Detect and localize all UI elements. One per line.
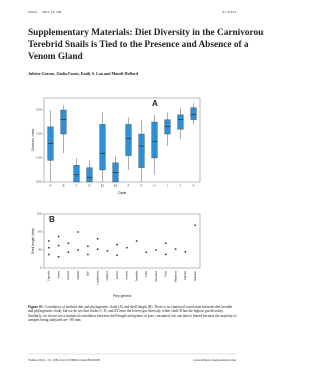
point (174, 248, 177, 251)
point (47, 253, 50, 256)
x-tick-label: Nephtys (105, 270, 109, 280)
point (164, 242, 167, 245)
x-tick-label: H (153, 184, 155, 188)
title-line: Terebrid Snails is Tied to the Presence … (28, 40, 249, 50)
title-line: Venom Gland (28, 52, 84, 62)
box (60, 109, 67, 135)
title-line: Supplementary Materials: Diet Diversity … (28, 28, 264, 38)
x-tick-label: Eunice (115, 270, 119, 278)
journal: Toxins (28, 10, 38, 14)
x-tick-label: Pista (164, 270, 168, 276)
point (86, 245, 89, 248)
x-tick-label: Syllis (144, 270, 148, 277)
x-axis-label: Prey genera (113, 294, 132, 298)
x-tick-label: Lumbrineris (95, 270, 99, 284)
panel-label: B (49, 215, 55, 224)
plot-area (43, 213, 201, 269)
plot-area (43, 97, 201, 183)
x-tick-label: A (50, 184, 52, 188)
box (177, 114, 184, 130)
y-tick-label: 1.00 (36, 156, 42, 160)
x-tick-label: Maldane (193, 270, 197, 281)
figure: 0.00 1.00 2.00 3.00 A B C D E1 E2 F G H I J K A Shannon i… (31, 97, 201, 298)
x-tick-label: Glycera (66, 270, 70, 279)
box (138, 133, 145, 168)
y-tick-label: 3.00 (36, 108, 42, 112)
point (77, 231, 80, 233)
y-axis-label: Shannon index (31, 128, 35, 151)
box (86, 167, 93, 183)
page: Toxins 2021, 13, 108 S1 of S14 Supplemen… (28, 9, 268, 363)
x-tick-label: C (75, 184, 77, 188)
caption-text: Correlation of terebrid diet and phyloge… (28, 305, 237, 323)
x-tick-label: Magelona (173, 270, 177, 282)
point (164, 253, 167, 256)
x-tick-label: G (140, 184, 142, 188)
y-tick-label: 40 (38, 248, 42, 252)
point (57, 255, 60, 258)
y-tick-label: 0 (40, 266, 42, 270)
x-tick-label: Terebella (134, 270, 138, 281)
x-tick-label: F (128, 184, 130, 188)
x-tick-label: D (88, 184, 90, 188)
x-tick-label: I (167, 184, 168, 188)
point (47, 240, 50, 242)
point (135, 240, 138, 242)
x-tick-label: Sabella (76, 270, 80, 279)
point (67, 251, 70, 254)
point (116, 254, 119, 257)
point (77, 249, 80, 251)
x-tick-label: Owenia (125, 270, 129, 279)
box (190, 107, 197, 120)
point (57, 244, 60, 247)
x-tick-label: Cirratulus (154, 270, 158, 282)
point (96, 237, 99, 240)
box (99, 124, 106, 171)
y-tick-label: 0.00 (36, 180, 42, 184)
point (96, 248, 99, 251)
footer-citation: Toxins 2021, 13, 108; doi:10.3390/toxins… (28, 358, 100, 363)
box (125, 124, 132, 156)
caption-label: Figure S1. (28, 305, 44, 309)
x-tick-label: Capitella (47, 270, 51, 281)
point (155, 249, 158, 251)
authors: Juliette Gorson, Giulia Fassio, Emily S.… (28, 71, 139, 76)
caption-box: Figure S1. Correlation of terebrid diet … (28, 305, 238, 323)
point (57, 235, 60, 238)
point (106, 250, 109, 252)
document: Toxins 2021, 13, 108 S1 of S14 Supplemen… (28, 10, 267, 363)
point (145, 251, 148, 254)
x-tick-label: J (180, 184, 182, 188)
point (194, 224, 197, 227)
x-tick-label: E1 (101, 184, 105, 188)
point (47, 246, 50, 249)
citation: 2021, 13, 108 (42, 10, 62, 15)
y-tick-label: 2.00 (36, 132, 42, 136)
x-tick-label: K (193, 184, 195, 188)
page-number: S1 of S14 (222, 10, 236, 14)
x-tick-label: E2 (114, 184, 118, 188)
x-tick-label: Spio (86, 270, 90, 276)
x-tick-label: Ophelia (183, 270, 187, 279)
footer-url: www.mdpi.com/journal/toxins (193, 358, 236, 362)
point (86, 253, 89, 256)
panel-label: A (152, 99, 158, 108)
x-tick-label: Nereis (56, 270, 60, 278)
y-tick-label: 80 (38, 230, 42, 234)
x-tick-label: B (63, 184, 65, 188)
point (184, 250, 187, 253)
y-axis-label: Shell length (mm) (31, 228, 35, 255)
x-axis-label: Clade (118, 191, 127, 195)
caption: Figure S1. Correlation of terebrid diet … (28, 305, 238, 323)
box (151, 121, 158, 159)
box (73, 165, 80, 183)
point (116, 243, 119, 246)
point (125, 246, 128, 249)
point (67, 242, 70, 245)
y-tick-label: 120 (37, 212, 42, 216)
